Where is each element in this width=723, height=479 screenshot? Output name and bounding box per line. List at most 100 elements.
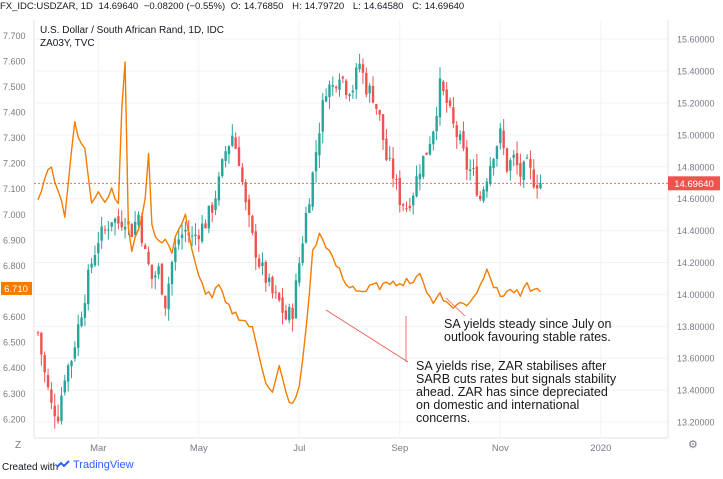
candle-body bbox=[532, 169, 535, 188]
left-tick-label: 7.000 bbox=[3, 210, 26, 220]
left-tick-label: 7.500 bbox=[3, 82, 26, 92]
candle-body bbox=[425, 152, 428, 155]
candle-body bbox=[378, 110, 381, 115]
candle-body bbox=[308, 204, 311, 214]
candle-body bbox=[375, 103, 378, 109]
candle-body bbox=[251, 215, 254, 233]
candle-body bbox=[341, 76, 345, 79]
annotation-1-pointer bbox=[445, 297, 466, 317]
candle-body bbox=[294, 280, 298, 319]
candle-body bbox=[345, 80, 348, 96]
price-change: −0.08200 (−0.55%) bbox=[143, 1, 226, 12]
candle-body bbox=[301, 243, 304, 264]
x-tick-label: Mar bbox=[90, 443, 106, 454]
candle-body bbox=[405, 208, 408, 210]
candle-body bbox=[170, 261, 174, 285]
candle-body bbox=[133, 221, 137, 235]
candle-body bbox=[304, 212, 308, 243]
candle-body bbox=[358, 63, 361, 70]
candle-body bbox=[257, 258, 261, 267]
right-tick-label: 14.80000 bbox=[677, 162, 715, 172]
candle-body bbox=[445, 89, 448, 103]
price-tag: 14.69640 bbox=[668, 176, 720, 191]
candle-body bbox=[495, 146, 499, 159]
tradingview-brand[interactable]: TradingView bbox=[56, 459, 134, 471]
candle-body bbox=[154, 275, 157, 278]
candle-body bbox=[368, 85, 371, 94]
candle-body bbox=[455, 125, 458, 138]
candle-body bbox=[314, 152, 318, 172]
candle-body bbox=[217, 176, 221, 201]
candle-body bbox=[261, 262, 264, 267]
gear-icon[interactable]: ⚙ bbox=[688, 439, 698, 451]
candle-body bbox=[539, 183, 542, 189]
left-tick-label: 7.300 bbox=[3, 133, 26, 143]
candle-body bbox=[515, 153, 519, 166]
left-corner-icon[interactable]: Z bbox=[15, 440, 21, 451]
right-tick-label: 14.60000 bbox=[677, 194, 715, 204]
symbol-header: FX_IDC:USDZAR, 1D 14.69640 −0.08200 (−0.… bbox=[0, 0, 723, 14]
candle-body bbox=[214, 198, 217, 211]
right-tick-label: 14.20000 bbox=[677, 258, 715, 268]
yield-tag-label: 6.710 bbox=[4, 284, 28, 295]
candle-body bbox=[234, 137, 237, 149]
candle-body bbox=[147, 251, 150, 265]
right-tick-label: 13.80000 bbox=[677, 322, 715, 332]
candle-body bbox=[73, 347, 77, 359]
right-tick-label: 13.40000 bbox=[677, 386, 715, 396]
candle-body bbox=[224, 151, 227, 161]
candle-body bbox=[103, 229, 107, 231]
candle-body bbox=[288, 306, 291, 321]
price-tag-label: 14.69640 bbox=[674, 179, 714, 190]
candle-body bbox=[107, 229, 110, 231]
annotation-2-line-2: SARB cuts rates but signals stability bbox=[416, 372, 617, 386]
created-with-label: Created with bbox=[2, 462, 59, 473]
candle-body bbox=[298, 263, 301, 283]
footer: Created with TradingView bbox=[0, 455, 723, 479]
candle-body bbox=[97, 242, 100, 254]
left-tick-label: 7.700 bbox=[3, 31, 26, 41]
candle-body bbox=[502, 130, 505, 149]
x-tick-label: Jul bbox=[293, 443, 305, 454]
candle-body bbox=[211, 204, 214, 213]
price-chart[interactable]: 7.700 7.600 7.500 7.400 7.300 7.200 7.100 7.000… bbox=[0, 14, 723, 455]
legend-title: U.S. Dollar / South African Rand, 1D, ID… bbox=[40, 25, 224, 36]
low-value: L: 14.64580 bbox=[352, 1, 404, 12]
candle-body bbox=[395, 179, 398, 181]
candle-body bbox=[137, 214, 140, 225]
candle-body bbox=[87, 269, 90, 305]
candle-body bbox=[465, 147, 468, 170]
right-tick-label: 15.40000 bbox=[677, 67, 715, 77]
candle-body bbox=[428, 144, 432, 155]
candle-body bbox=[401, 204, 405, 206]
candle-body bbox=[66, 365, 70, 382]
candle-body bbox=[70, 361, 73, 367]
candle-body bbox=[391, 158, 395, 179]
candle-body bbox=[472, 168, 475, 170]
candle-body bbox=[144, 245, 147, 249]
candle-body bbox=[361, 64, 365, 73]
candle-body bbox=[278, 292, 281, 301]
candle-body bbox=[415, 176, 418, 197]
candle-body bbox=[264, 261, 267, 283]
candle-body bbox=[398, 177, 401, 206]
annotation-2-line-3: ahead. ZAR has since depreciated bbox=[416, 385, 608, 399]
candle-body bbox=[529, 159, 532, 168]
candle-body bbox=[418, 173, 422, 180]
candle-body bbox=[535, 185, 539, 189]
candle-body bbox=[46, 375, 50, 388]
chart-frame[interactable]: 7.700 7.600 7.500 7.400 7.300 7.200 7.100 7.000… bbox=[0, 14, 723, 455]
candle-body bbox=[221, 159, 224, 176]
candle-body bbox=[40, 332, 43, 355]
candle-body bbox=[435, 115, 438, 132]
symbol-name: FX_IDC:USDZAR, 1D bbox=[0, 1, 93, 12]
candle-body bbox=[247, 199, 251, 216]
candle-body bbox=[271, 277, 274, 294]
candle-body bbox=[348, 94, 351, 97]
candle-body bbox=[381, 114, 385, 140]
candle-body bbox=[281, 297, 284, 313]
candle-body bbox=[318, 133, 321, 156]
x-tick-label: 2020 bbox=[590, 443, 611, 454]
candle-body bbox=[90, 263, 93, 268]
candle-body bbox=[164, 295, 167, 309]
